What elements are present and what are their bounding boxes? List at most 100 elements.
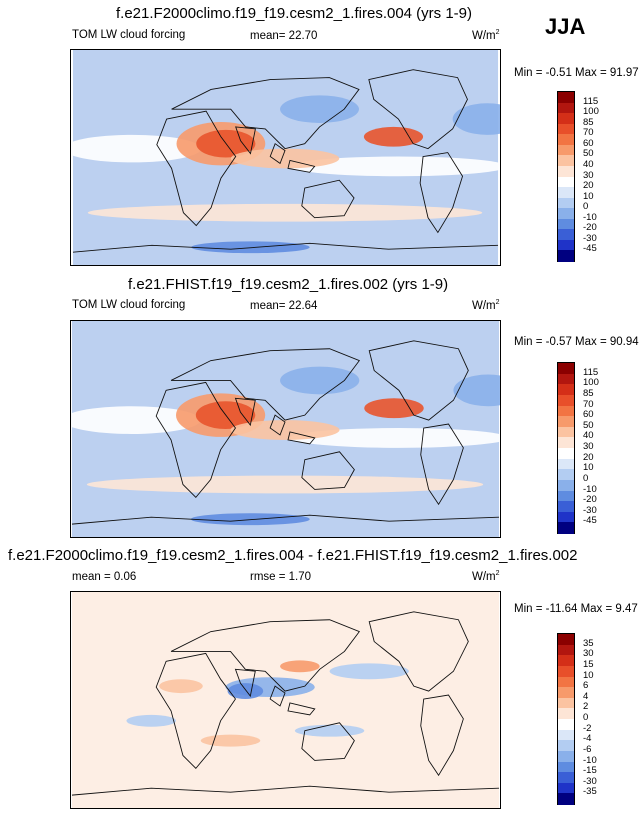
map-background	[71, 592, 500, 808]
map-field-contour	[289, 428, 500, 448]
panel-1-minmax: Min = -0.51 Max = 91.97	[514, 67, 639, 79]
coastline	[155, 652, 237, 770]
colorbar-segment	[558, 208, 574, 220]
colorbar-tick-label: 50	[583, 419, 594, 431]
colorbar-tick-label: 10	[583, 462, 594, 474]
coastline	[71, 514, 500, 525]
colorbar-tick-label: 20	[583, 451, 594, 463]
coastline	[234, 397, 256, 427]
colorbar-segment	[558, 92, 574, 104]
colorbar-tick-label: 30	[583, 441, 594, 452]
map-field-contour	[71, 134, 202, 163]
panel-2-units: W/m2	[472, 299, 500, 312]
coastline	[155, 381, 237, 499]
colorbar-tick-label: 100	[583, 106, 599, 118]
colorbar-tick-label: 40	[583, 430, 594, 442]
colorbar-segment	[558, 250, 574, 262]
panel-1-variable-label: TOM LW cloud forcing	[72, 29, 186, 41]
panel-1-colorbar	[557, 91, 575, 262]
panel-3-units: W/m2	[472, 570, 500, 583]
colorbar-tick-label: 0	[583, 201, 589, 213]
colorbar-segment	[558, 405, 574, 417]
panel-3-map	[70, 591, 501, 809]
map-field-contour	[86, 475, 484, 494]
colorbar-tick-label: -10	[583, 211, 597, 223]
colorbar-tick-label: -4	[583, 733, 592, 745]
colorbar-segment	[558, 218, 574, 230]
coastline	[419, 152, 464, 234]
coastline	[156, 110, 237, 227]
map-field-contour	[230, 420, 340, 440]
panel-1-units: W/m2	[472, 29, 500, 42]
colorbar-segment	[558, 416, 574, 428]
colorbar-segment	[558, 644, 574, 656]
map-field-contour	[364, 398, 424, 419]
colorbar-segment	[558, 665, 574, 677]
map-field-contour	[191, 241, 310, 254]
map-field-contour	[363, 126, 424, 147]
map-field	[71, 321, 500, 537]
colorbar-tick-label: 30	[583, 169, 594, 181]
colorbar-tick-label: -30	[583, 775, 597, 787]
colorbar-segment	[558, 719, 574, 731]
colorbar-tick-label: 50	[583, 148, 594, 160]
coastline	[368, 340, 469, 421]
coastline	[234, 668, 256, 698]
colorbar-segment	[558, 708, 574, 720]
colorbar-tick-label: 40	[583, 158, 594, 170]
colorbar-segment	[558, 229, 574, 241]
map-field-contour	[289, 156, 500, 177]
panel-3-colorbar	[557, 633, 575, 805]
colorbar-segment	[558, 437, 574, 449]
colorbar-tick-label: -35	[583, 786, 597, 798]
colorbar-tick-label: 60	[583, 409, 594, 421]
colorbar-segment	[558, 501, 574, 513]
map-field-contour	[87, 203, 483, 222]
colorbar-segment	[558, 123, 574, 135]
colorbar-tick-label: 0	[583, 712, 589, 723]
coastline	[170, 348, 361, 421]
colorbar-tick-label: 115	[583, 366, 599, 378]
map-field-contour	[190, 513, 310, 526]
colorbar-tick-label: 0	[583, 472, 589, 484]
coastline	[235, 126, 256, 155]
colorbar-segment	[558, 187, 574, 199]
map-field-contour	[280, 95, 359, 123]
colorbar-segment	[558, 239, 574, 251]
panel-2-colorbar	[557, 362, 575, 534]
coastline	[71, 785, 500, 796]
colorbar-tick-label: 85	[583, 116, 594, 128]
colorbar-segment	[558, 363, 574, 375]
coastline	[72, 242, 499, 253]
colorbar-segment	[558, 687, 574, 699]
colorbar-segment	[558, 750, 574, 762]
colorbar-tick-label: 2	[583, 701, 589, 713]
colorbar-segment	[558, 740, 574, 752]
colorbar-segment	[558, 458, 574, 470]
colorbar-tick-label: -30	[583, 232, 597, 244]
colorbar-segment	[558, 772, 574, 784]
colorbar-tick-label: 100	[583, 377, 599, 389]
panel-1-mean: mean= 22.70	[250, 30, 318, 42]
colorbar-segment	[558, 490, 574, 502]
colorbar-tick-label: 4	[583, 690, 589, 702]
map-field-contour	[453, 374, 500, 407]
colorbar-segment	[558, 676, 574, 688]
colorbar-segment	[558, 697, 574, 709]
colorbar-tick-label: 85	[583, 387, 594, 399]
coastline	[269, 685, 316, 716]
colorbar-segment	[558, 155, 574, 167]
colorbar-segment	[558, 634, 574, 646]
map-field	[71, 592, 500, 808]
colorbar-tick-label: -10	[583, 754, 597, 766]
panel-1-title: f.e21.F2000climo.f19_f19.cesm2_1.fires.0…	[116, 5, 473, 22]
colorbar-segment	[558, 394, 574, 406]
panel-3-minmax: Min = -11.64 Max = 9.47	[514, 603, 638, 615]
colorbar-segment	[558, 655, 574, 667]
colorbar-tick-label: 20	[583, 180, 594, 192]
colorbar-segment	[558, 479, 574, 491]
colorbar-segment	[558, 729, 574, 741]
colorbar-segment	[558, 197, 574, 209]
colorbar-tick-label: -15	[583, 765, 597, 777]
colorbar-tick-label: 10	[583, 669, 594, 681]
